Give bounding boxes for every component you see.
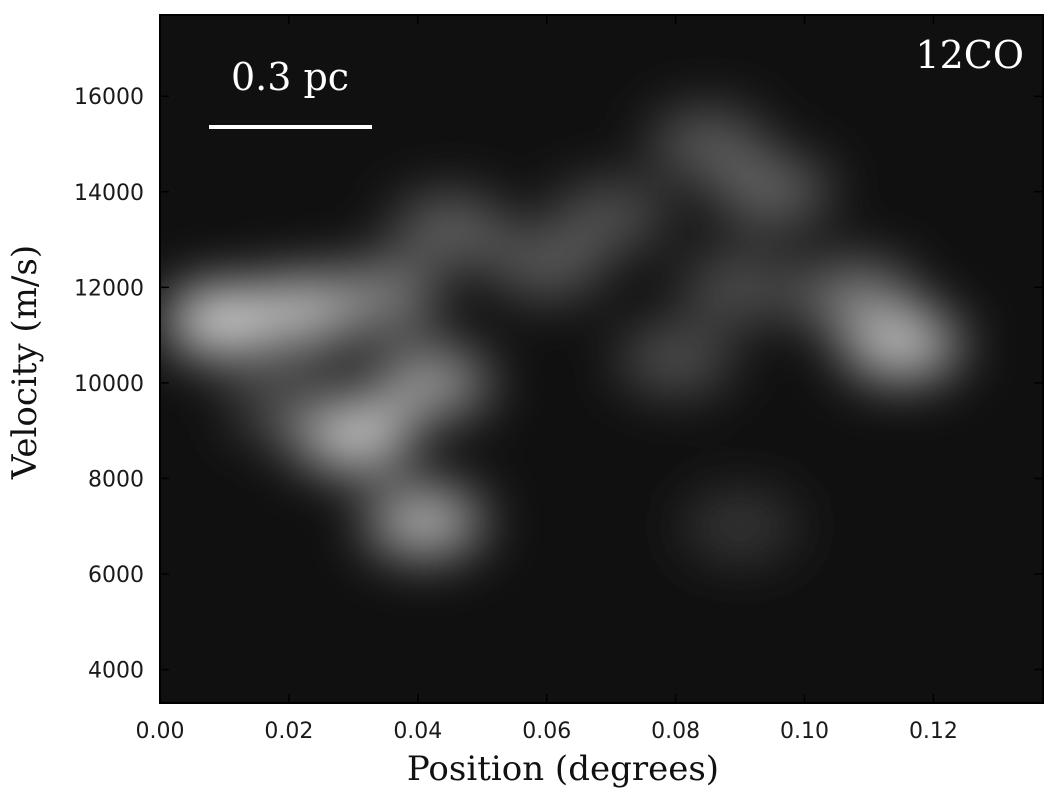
x-axis-ticks: 0.00 0.02 0.04 0.06 0.08 0.10 0.12 — [136, 15, 958, 744]
y-tick-label: 8000 — [88, 467, 144, 492]
emission-blob — [798, 262, 915, 331]
y-tick-label: 6000 — [88, 563, 144, 588]
emission-blob — [714, 157, 831, 226]
y-tick-label: 16000 — [74, 85, 144, 110]
emission-blob — [321, 262, 438, 331]
x-tick-label: 0.08 — [651, 719, 700, 744]
x-tick-label: 0.10 — [780, 719, 829, 744]
y-tick-label: 12000 — [74, 276, 144, 301]
x-tick-label: 0.02 — [264, 719, 313, 744]
y-axis-title: Velocity (m/s) — [5, 245, 45, 480]
emission-blob — [372, 348, 489, 417]
emission-blob — [682, 253, 799, 322]
emission-layer — [166, 110, 960, 561]
emission-blob — [230, 372, 347, 441]
molecule-label: 12CO — [915, 33, 1024, 77]
y-tick-label: 4000 — [88, 659, 144, 684]
plot-frame — [159, 14, 1044, 704]
x-tick-label: 0.00 — [136, 719, 185, 744]
emission-blob — [553, 181, 670, 250]
emission-blob — [649, 110, 766, 178]
x-tick-label: 0.12 — [909, 719, 958, 744]
emission-blob — [488, 229, 605, 298]
y-axis-ticks: 4000 6000 8000 10000 12000 14000 16000 — [74, 85, 1043, 684]
x-axis-title: Position (degrees) — [407, 749, 719, 789]
emission-blob — [617, 325, 734, 393]
x-tick-label: 0.06 — [522, 719, 571, 744]
emission-blob — [366, 487, 483, 556]
scale-bar-label: 0.3 pc — [231, 55, 349, 99]
y-tick-label: 10000 — [74, 372, 144, 397]
emission-blob — [392, 196, 509, 264]
y-tick-label: 14000 — [74, 181, 144, 206]
x-tick-label: 0.04 — [393, 719, 442, 744]
emission-blob — [682, 492, 799, 561]
